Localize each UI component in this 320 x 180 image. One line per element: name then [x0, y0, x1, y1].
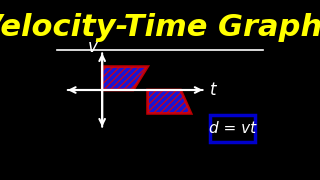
Polygon shape — [148, 90, 191, 113]
Text: d = vt: d = vt — [209, 121, 256, 136]
Text: t: t — [210, 81, 216, 99]
FancyBboxPatch shape — [210, 115, 255, 142]
Polygon shape — [102, 67, 148, 90]
Text: Velocity-Time Graphs: Velocity-Time Graphs — [0, 13, 320, 42]
Text: v: v — [88, 38, 98, 56]
